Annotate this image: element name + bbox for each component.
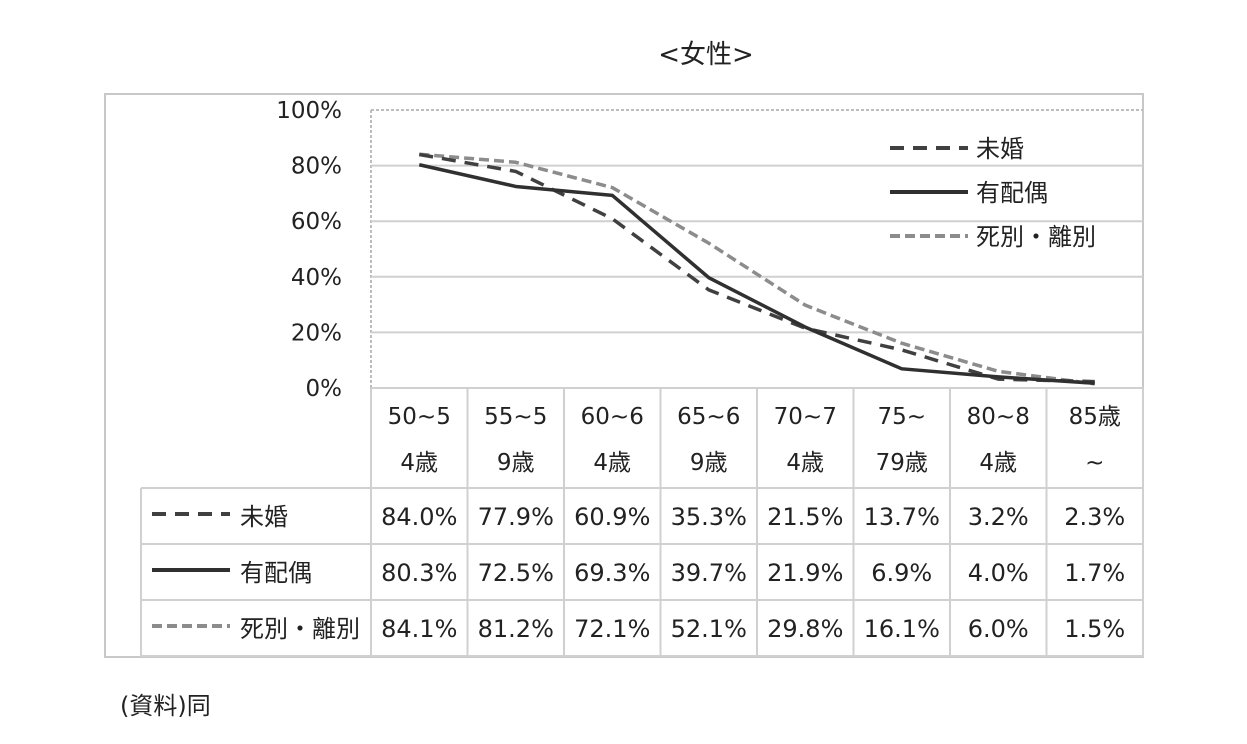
- table-cell-value: 39.7%: [671, 559, 747, 587]
- table-cell-value: 80.3%: [381, 559, 457, 587]
- source-note: (資料)同: [120, 692, 211, 720]
- legend-label: 有配偶: [976, 179, 1048, 207]
- x-category-label: 75~: [877, 404, 926, 430]
- y-tick-label: 40%: [291, 265, 342, 291]
- table-cell-value: 2.3%: [1064, 503, 1125, 531]
- y-tick-label: 60%: [291, 209, 342, 235]
- x-category-label: 80~8: [967, 404, 1030, 430]
- chart-title: <女性>: [658, 40, 754, 70]
- table-cell-value: 4.0%: [968, 559, 1029, 587]
- x-category-label: 65~6: [677, 404, 740, 430]
- table-cell-value: 13.7%: [864, 503, 940, 531]
- table-cell-value: 1.7%: [1064, 559, 1125, 587]
- table-cell-value: 60.9%: [574, 503, 650, 531]
- row-label: 有配偶: [240, 559, 312, 587]
- y-tick-label: 80%: [291, 154, 342, 180]
- x-category-label: 9歳: [497, 450, 535, 476]
- series-line-0: [418, 152, 1095, 384]
- y-tick-label: 20%: [291, 320, 342, 346]
- series-line-1: [418, 163, 1095, 386]
- table-cell-value: 84.0%: [381, 503, 457, 531]
- data-table: 50~5 4歳 55~5 9歳 60~6 4歳 65~6 9歳 70~7 4歳 75~ 79歳 80~8…: [140, 387, 1144, 657]
- legend-label: 未婚: [976, 135, 1024, 163]
- x-category-label: 4歳: [400, 450, 438, 476]
- x-category-label: 4歳: [786, 450, 824, 476]
- table-cell-value: 52.1%: [671, 615, 747, 643]
- x-category-label: 60~6: [581, 404, 644, 430]
- table-cell-value: 69.3%: [574, 559, 650, 587]
- table-cell-value: 29.8%: [767, 615, 843, 643]
- table-cell-value: 6.0%: [968, 615, 1029, 643]
- table-cell-value: 16.1%: [864, 615, 940, 643]
- table-cell-value: 21.5%: [767, 503, 843, 531]
- table-cell-value: 81.2%: [478, 615, 554, 643]
- table-cell-value: 21.9%: [767, 559, 843, 587]
- table-cell-value: 72.5%: [478, 559, 554, 587]
- table-cell-value: 84.1%: [381, 615, 457, 643]
- x-category-label: 4歳: [593, 450, 631, 476]
- x-category-label: 70~7: [774, 404, 837, 430]
- y-axis-ticks: 0% 20% 40% 60% 80% 100%: [276, 98, 342, 402]
- x-category-label: 9歳: [690, 450, 728, 476]
- table-cell-value: 3.2%: [968, 503, 1029, 531]
- table-cell-value: 6.9%: [871, 559, 932, 587]
- x-category-label: 85歳: [1069, 404, 1121, 430]
- table-cell-value: 77.9%: [478, 503, 554, 531]
- x-category-label: 4歳: [979, 450, 1017, 476]
- x-category-label: 50~5: [388, 404, 451, 430]
- row-label: 死別・離別: [240, 615, 360, 643]
- x-category-label: ~: [1085, 450, 1104, 476]
- table-cell-value: 72.1%: [574, 615, 650, 643]
- y-tick-label: 100%: [276, 98, 342, 124]
- chart-grid: [371, 164, 1143, 334]
- chart-series-lines: [418, 152, 1095, 386]
- y-tick-label: 0%: [306, 376, 343, 402]
- table-cell-value: 1.5%: [1064, 615, 1125, 643]
- series-line-2: [419, 152, 1095, 386]
- legend-label: 死別・離別: [976, 223, 1096, 251]
- x-category-label: 55~5: [484, 404, 547, 430]
- row-label: 未婚: [240, 503, 288, 531]
- table-cell-value: 35.3%: [671, 503, 747, 531]
- x-category-label: 79歳: [876, 450, 928, 476]
